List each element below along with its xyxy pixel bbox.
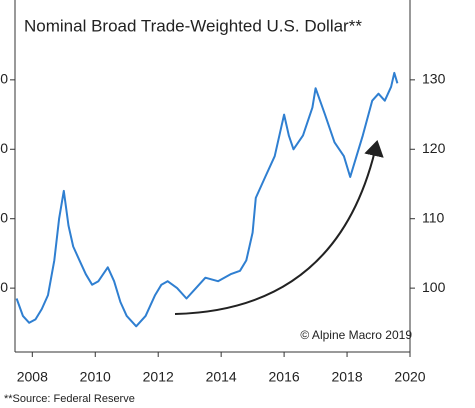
y-tick-label: 110	[422, 209, 445, 225]
y-tick-label: 120	[422, 140, 446, 156]
trend-arrow	[174, 140, 384, 315]
x-tick-label: 2008	[17, 369, 48, 385]
x-tick-label: 2014	[206, 369, 237, 385]
x-tick-label: 2018	[331, 369, 362, 385]
y-tick-label: 100	[422, 279, 446, 295]
y-tick-label: 130	[422, 71, 446, 87]
left-y-tick-label: 0	[0, 209, 8, 225]
x-tick-label: 2010	[80, 369, 111, 385]
x-tick-label: 2012	[143, 369, 174, 385]
data-line	[15, 71, 399, 328]
left-y-tick-label: 0	[0, 279, 8, 295]
x-tick-label: 2020	[394, 369, 425, 385]
chart-title: Nominal Broad Trade-Weighted U.S. Dollar…	[24, 16, 362, 35]
left-y-tick-label: 0	[0, 140, 8, 156]
annotation: © Alpine Macro 2019	[300, 328, 412, 342]
left-y-tick-label: 0	[0, 71, 8, 87]
source-note: **Source: Federal Reserve	[4, 393, 135, 405]
x-tick-label: 2016	[269, 369, 300, 385]
